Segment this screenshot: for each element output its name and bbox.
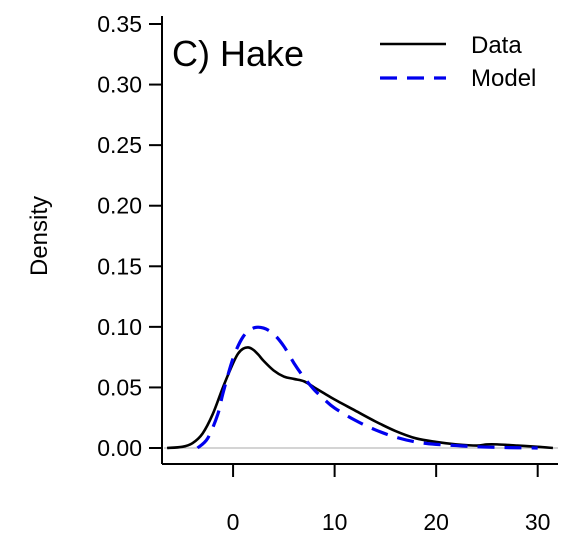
- y-tick-label: 0.15: [97, 253, 142, 279]
- legend: Data Model: [380, 32, 536, 92]
- x-tick-label: 0: [227, 509, 240, 535]
- y-tick-label: 0.20: [97, 193, 142, 219]
- y-tick-label: 0.00: [97, 435, 142, 461]
- panel-title: C) Hake: [172, 33, 304, 74]
- legend-label-data: Data: [471, 32, 522, 59]
- y-axis-label: Density: [26, 196, 53, 276]
- x-tick-label: 30: [525, 509, 551, 535]
- series-line-model: [196, 325, 538, 450]
- x-tick-label: 20: [423, 509, 449, 535]
- y-tick-label: 0.25: [97, 132, 142, 158]
- x-tick-label: 10: [322, 509, 348, 535]
- series-line-data: [166, 346, 554, 450]
- legend-label-model: Model: [471, 65, 536, 92]
- y-tick-label: 0.35: [97, 11, 142, 37]
- series-layer: [166, 325, 554, 450]
- y-tick-label: 0.30: [97, 72, 142, 98]
- y-tick-label: 0.10: [97, 314, 142, 340]
- y-axis-ticks: 0.00 0.05 0.10 0.15 0.20 0.25 0.30 0.35: [97, 11, 162, 461]
- x-axis-ticks: 0 10 20 30: [227, 464, 551, 535]
- y-tick-label: 0.05: [97, 374, 142, 400]
